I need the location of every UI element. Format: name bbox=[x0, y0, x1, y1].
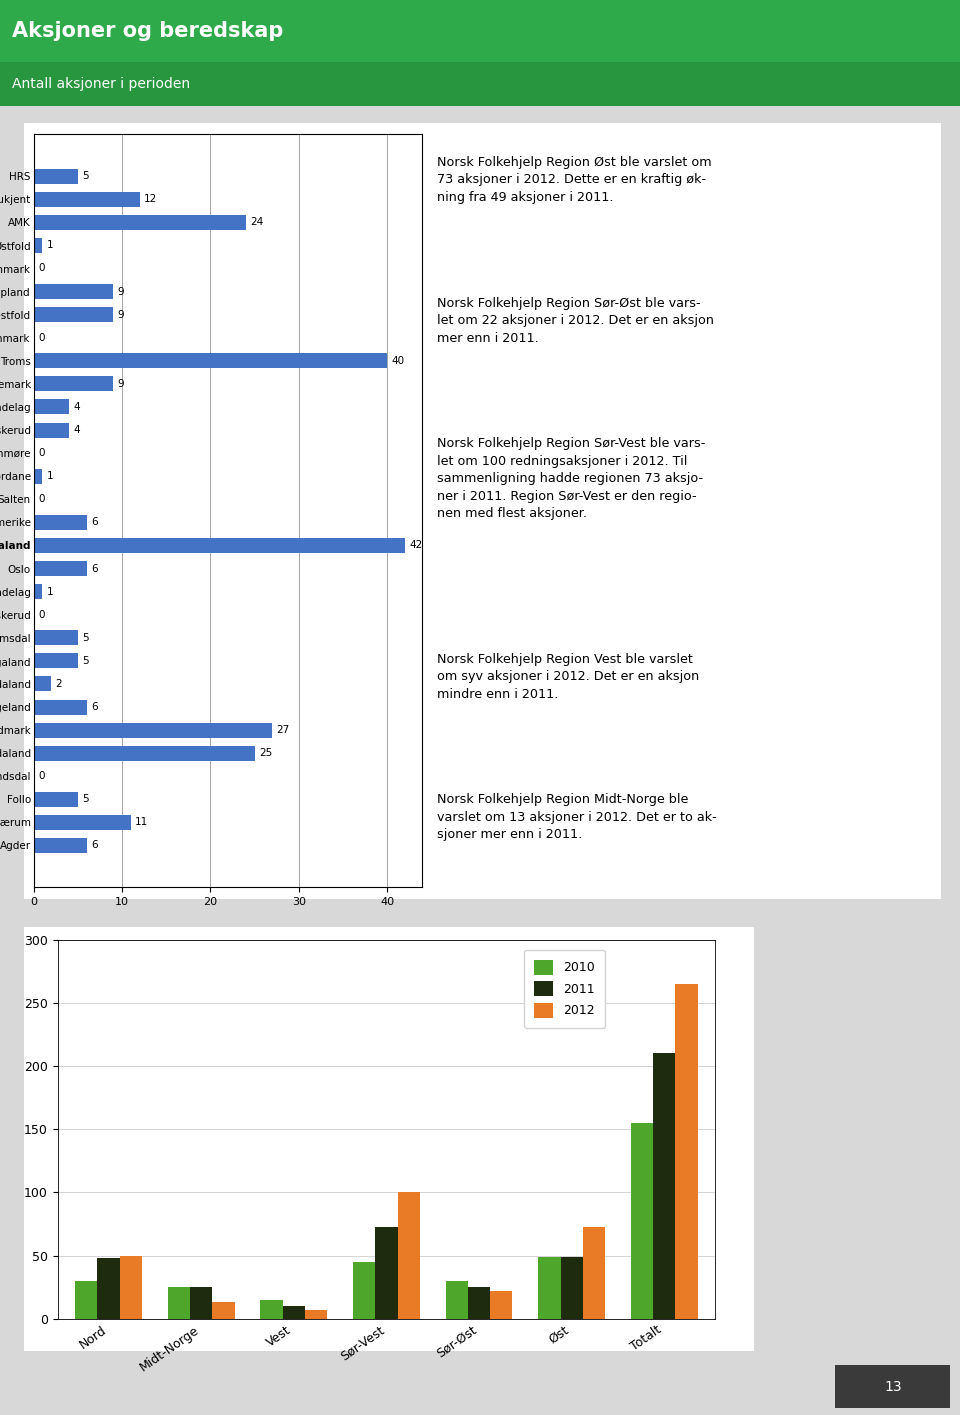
Bar bbox=[34, 215, 246, 229]
Text: 0: 0 bbox=[38, 610, 44, 620]
Bar bbox=[34, 515, 86, 529]
Bar bbox=[34, 630, 78, 645]
Text: 5: 5 bbox=[83, 655, 89, 666]
Text: Norsk Folkehjelp Region Øst ble varslet om
73 aksjoner i 2012. Dette er en kraft: Norsk Folkehjelp Region Øst ble varslet … bbox=[437, 156, 711, 204]
Text: 0: 0 bbox=[38, 771, 44, 781]
Bar bbox=[653, 1053, 676, 1319]
Text: Norsk Folkehjelp Region Midt-Norge ble
varslet om 13 aksjoner i 2012. Det er to : Norsk Folkehjelp Region Midt-Norge ble v… bbox=[437, 794, 716, 842]
Text: 5: 5 bbox=[83, 794, 89, 804]
Bar bbox=[190, 1288, 212, 1319]
Text: 42: 42 bbox=[409, 541, 422, 550]
Bar bbox=[34, 654, 78, 668]
Text: 6: 6 bbox=[91, 563, 98, 573]
Bar bbox=[34, 423, 69, 437]
Bar bbox=[676, 983, 698, 1319]
Text: 0: 0 bbox=[38, 263, 44, 273]
Bar bbox=[397, 1193, 420, 1319]
Text: 0: 0 bbox=[38, 449, 44, 458]
Bar bbox=[583, 1227, 605, 1319]
Text: 0: 0 bbox=[38, 494, 44, 504]
Text: 25: 25 bbox=[259, 749, 273, 758]
Legend: 2010, 2011, 2012: 2010, 2011, 2012 bbox=[524, 949, 605, 1027]
Bar bbox=[282, 1306, 305, 1319]
Text: 1: 1 bbox=[47, 471, 54, 481]
Bar bbox=[34, 584, 42, 599]
Bar bbox=[34, 538, 405, 553]
Bar bbox=[491, 1290, 513, 1319]
Bar bbox=[34, 376, 113, 392]
Bar bbox=[34, 815, 131, 831]
Bar bbox=[34, 723, 273, 737]
Bar bbox=[120, 1255, 142, 1319]
Bar bbox=[561, 1257, 583, 1319]
Text: 11: 11 bbox=[135, 818, 149, 828]
Bar bbox=[34, 168, 78, 184]
Text: 0: 0 bbox=[38, 333, 44, 342]
Text: 5: 5 bbox=[83, 171, 89, 181]
Text: Norsk Folkehjelp Region Sør-Vest ble vars-
let om 100 redningsaksjoner i 2012. T: Norsk Folkehjelp Region Sør-Vest ble var… bbox=[437, 437, 706, 521]
Bar bbox=[34, 354, 387, 368]
Bar bbox=[34, 191, 139, 207]
Bar bbox=[260, 1300, 282, 1319]
Text: Norsk Folkehjelp Region Vest ble varslet
om syv aksjoner i 2012. Det er en aksjo: Norsk Folkehjelp Region Vest ble varslet… bbox=[437, 652, 699, 700]
Bar bbox=[375, 1227, 397, 1319]
Bar bbox=[631, 1124, 653, 1319]
Text: 1: 1 bbox=[47, 587, 54, 597]
Text: 2: 2 bbox=[56, 679, 62, 689]
Text: 13: 13 bbox=[884, 1380, 901, 1394]
Text: 9: 9 bbox=[117, 310, 124, 320]
Text: Aksjoner og beredskap: Aksjoner og beredskap bbox=[12, 21, 284, 41]
Bar bbox=[34, 468, 42, 484]
Bar bbox=[34, 792, 78, 807]
Text: 9: 9 bbox=[117, 287, 124, 297]
Bar bbox=[353, 1262, 375, 1319]
Bar bbox=[34, 238, 42, 253]
Bar bbox=[34, 838, 86, 853]
Bar bbox=[34, 746, 254, 761]
Text: 4: 4 bbox=[73, 424, 80, 434]
Text: Antall aksjoner i perioden: Antall aksjoner i perioden bbox=[12, 78, 191, 91]
Bar bbox=[34, 307, 113, 323]
Bar bbox=[34, 676, 51, 692]
Text: 24: 24 bbox=[251, 218, 263, 228]
Bar bbox=[539, 1257, 561, 1319]
Text: 6: 6 bbox=[91, 518, 98, 528]
Bar bbox=[34, 284, 113, 299]
Bar bbox=[75, 1281, 97, 1319]
Text: Norsk Folkehjelp Region Sør-Øst ble vars-
let om 22 aksjoner i 2012. Det er en a: Norsk Folkehjelp Region Sør-Øst ble vars… bbox=[437, 297, 714, 345]
Text: 27: 27 bbox=[276, 724, 290, 734]
Text: 6: 6 bbox=[91, 841, 98, 850]
Bar bbox=[468, 1288, 491, 1319]
Bar bbox=[168, 1288, 190, 1319]
Text: 5: 5 bbox=[83, 633, 89, 642]
Bar bbox=[212, 1302, 234, 1319]
Text: 40: 40 bbox=[392, 355, 404, 366]
Bar bbox=[34, 699, 86, 715]
Text: 9: 9 bbox=[117, 379, 124, 389]
Text: 4: 4 bbox=[73, 402, 80, 412]
Bar bbox=[34, 560, 86, 576]
Bar bbox=[34, 399, 69, 415]
Text: 12: 12 bbox=[144, 194, 157, 204]
Bar bbox=[305, 1310, 327, 1319]
Text: 6: 6 bbox=[91, 702, 98, 712]
Text: 1: 1 bbox=[47, 241, 54, 250]
Bar bbox=[445, 1281, 468, 1319]
Text: Norsk Folkehjelp Region Nord ble varslet
om 50 aksjoner i 2012. Til sammenlignin: Norsk Folkehjelp Region Nord ble varslet… bbox=[437, 934, 716, 982]
Bar bbox=[97, 1258, 120, 1319]
